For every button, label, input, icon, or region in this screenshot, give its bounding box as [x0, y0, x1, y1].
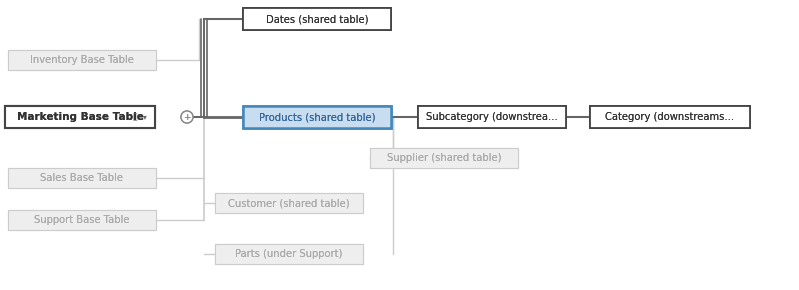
FancyBboxPatch shape [8, 168, 156, 188]
Text: Supplier (shared table): Supplier (shared table) [387, 153, 501, 163]
Text: Customer (shared table): Customer (shared table) [229, 198, 350, 208]
Text: Inventory Base Table: Inventory Base Table [30, 55, 134, 65]
FancyBboxPatch shape [370, 148, 518, 168]
FancyBboxPatch shape [243, 8, 391, 30]
FancyBboxPatch shape [215, 244, 363, 264]
Text: Inventory Base Table: Inventory Base Table [30, 55, 134, 65]
Text: Sales Base Table: Sales Base Table [41, 173, 124, 183]
FancyBboxPatch shape [590, 106, 750, 128]
Text: Products (shared table): Products (shared table) [259, 112, 376, 122]
FancyBboxPatch shape [590, 106, 750, 128]
Text: Supplier (shared table): Supplier (shared table) [387, 153, 501, 163]
Text: +: + [183, 113, 191, 122]
FancyBboxPatch shape [370, 148, 518, 168]
Text: Dates (shared table): Dates (shared table) [266, 14, 368, 24]
Text: Category (downstreams...: Category (downstreams... [606, 112, 734, 122]
FancyBboxPatch shape [215, 244, 363, 264]
Text: Category (downstreams...: Category (downstreams... [606, 112, 734, 122]
Text: Support Base Table: Support Base Table [34, 215, 129, 225]
FancyBboxPatch shape [8, 210, 156, 230]
Text: ⤢: ⤢ [133, 113, 137, 122]
Text: Sales Base Table: Sales Base Table [41, 173, 124, 183]
FancyBboxPatch shape [243, 106, 391, 128]
Text: Marketing Base Table: Marketing Base Table [17, 112, 144, 122]
Circle shape [181, 111, 193, 123]
FancyBboxPatch shape [215, 193, 363, 213]
Circle shape [181, 111, 193, 123]
FancyBboxPatch shape [243, 8, 391, 30]
FancyBboxPatch shape [418, 106, 566, 128]
Text: Dates (shared table): Dates (shared table) [266, 14, 368, 24]
FancyBboxPatch shape [8, 210, 156, 230]
FancyBboxPatch shape [8, 50, 156, 70]
Text: Parts (under Support): Parts (under Support) [236, 249, 343, 259]
FancyBboxPatch shape [8, 168, 156, 188]
Text: Support Base Table: Support Base Table [34, 215, 129, 225]
FancyBboxPatch shape [5, 106, 155, 128]
Text: Parts (under Support): Parts (under Support) [236, 249, 343, 259]
FancyBboxPatch shape [5, 106, 155, 128]
Text: Marketing Base Table: Marketing Base Table [17, 112, 144, 122]
Text: Subcategory (downstrea...: Subcategory (downstrea... [426, 112, 558, 122]
Text: +: + [183, 113, 191, 122]
FancyBboxPatch shape [418, 106, 566, 128]
Text: Subcategory (downstrea...: Subcategory (downstrea... [426, 112, 558, 122]
Text: Customer (shared table): Customer (shared table) [229, 198, 350, 208]
Text: ▾: ▾ [143, 113, 147, 122]
Text: Products (shared table): Products (shared table) [259, 112, 376, 122]
FancyBboxPatch shape [215, 193, 363, 213]
FancyBboxPatch shape [243, 106, 391, 128]
FancyBboxPatch shape [8, 50, 156, 70]
